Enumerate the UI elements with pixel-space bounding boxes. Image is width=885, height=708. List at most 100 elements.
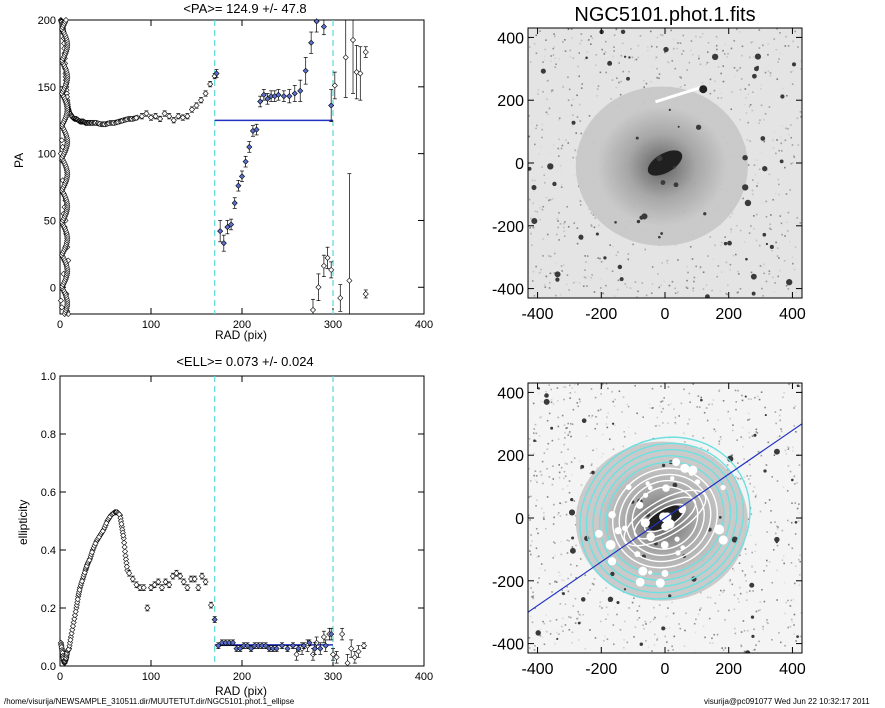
noise-pixel bbox=[655, 424, 658, 427]
noise-pixel bbox=[761, 588, 763, 591]
noise-pixel bbox=[584, 269, 586, 271]
noise-pixel bbox=[655, 46, 658, 48]
noise-pixel bbox=[579, 200, 582, 202]
noise-pixel bbox=[539, 30, 541, 32]
noise-pixel bbox=[764, 113, 767, 115]
noise-pixel bbox=[682, 50, 685, 52]
x-tick-label: 400 bbox=[779, 661, 806, 678]
noise-pixel bbox=[745, 553, 747, 555]
noise-pixel bbox=[578, 103, 581, 106]
noise-pixel bbox=[597, 257, 599, 259]
noise-pixel bbox=[565, 31, 567, 34]
noise-pixel bbox=[657, 272, 659, 275]
noise-pixel bbox=[594, 637, 597, 639]
noise-pixel bbox=[650, 45, 653, 48]
noise-pixel bbox=[533, 452, 535, 455]
noise-pixel bbox=[636, 412, 638, 415]
noise-pixel bbox=[774, 282, 776, 284]
noise-pixel bbox=[551, 591, 553, 593]
noise-pixel bbox=[756, 185, 758, 187]
noise-pixel bbox=[555, 618, 558, 621]
noise-pixel bbox=[789, 605, 792, 607]
star bbox=[796, 635, 799, 638]
noise-pixel bbox=[627, 258, 630, 261]
noise-pixel bbox=[636, 610, 639, 612]
noise-pixel bbox=[758, 398, 761, 401]
noise-pixel bbox=[576, 402, 579, 404]
noise-pixel bbox=[706, 61, 709, 64]
mask-blob bbox=[622, 525, 628, 532]
noise-pixel bbox=[590, 43, 592, 45]
noise-pixel bbox=[571, 387, 574, 389]
noise-pixel bbox=[797, 276, 799, 278]
x-tick-label: 0 bbox=[661, 306, 670, 323]
noise-pixel bbox=[699, 609, 701, 611]
noise-pixel bbox=[725, 261, 728, 264]
selected-data-point bbox=[242, 158, 249, 165]
star bbox=[547, 163, 554, 170]
noise-pixel bbox=[542, 61, 544, 63]
noise-pixel bbox=[737, 389, 739, 392]
selected-data-point bbox=[317, 645, 324, 652]
noise-pixel bbox=[746, 475, 748, 477]
noise-pixel bbox=[550, 55, 553, 57]
noise-pixel bbox=[782, 396, 784, 399]
noise-pixel bbox=[757, 609, 760, 612]
noise-pixel bbox=[764, 71, 767, 74]
star bbox=[543, 398, 550, 405]
noise-pixel bbox=[793, 425, 796, 427]
noise-pixel bbox=[722, 49, 724, 52]
noise-pixel bbox=[745, 96, 747, 99]
selected-data-point bbox=[328, 102, 335, 109]
noise-pixel bbox=[577, 140, 580, 142]
noise-pixel bbox=[652, 407, 654, 409]
noise-pixel bbox=[547, 113, 549, 116]
y-tick-label: 0 bbox=[515, 156, 524, 173]
selected-data-point bbox=[328, 631, 335, 638]
noise-pixel bbox=[530, 244, 533, 246]
noise-pixel bbox=[741, 45, 744, 48]
noise-pixel bbox=[602, 452, 604, 455]
noise-pixel bbox=[599, 287, 602, 289]
noise-pixel bbox=[553, 35, 556, 38]
x-tick-label: -200 bbox=[585, 661, 617, 678]
noise-pixel bbox=[692, 290, 695, 292]
noise-pixel bbox=[568, 88, 571, 91]
noise-pixel bbox=[730, 108, 733, 111]
noise-pixel bbox=[702, 271, 705, 274]
noise-pixel bbox=[607, 613, 609, 616]
noise-pixel bbox=[558, 571, 560, 574]
selected-data-point bbox=[273, 645, 280, 652]
noise-pixel bbox=[624, 283, 627, 285]
mask-blob bbox=[635, 577, 645, 587]
mask-blob bbox=[655, 578, 665, 588]
outer-data-point bbox=[360, 642, 367, 649]
noise-pixel bbox=[700, 396, 702, 399]
data-point bbox=[147, 114, 155, 121]
noise-pixel bbox=[627, 253, 630, 255]
noise-pixel bbox=[628, 607, 630, 609]
side-data-point bbox=[58, 304, 65, 311]
noise-pixel bbox=[784, 644, 786, 647]
noise-pixel bbox=[643, 627, 645, 630]
star bbox=[742, 154, 748, 161]
noise-pixel bbox=[555, 294, 557, 297]
star bbox=[607, 60, 613, 66]
noise-pixel bbox=[593, 578, 596, 580]
noise-pixel bbox=[533, 474, 535, 477]
noise-pixel bbox=[604, 40, 607, 43]
selected-data-point bbox=[244, 642, 251, 649]
noise-pixel bbox=[554, 57, 556, 59]
data-point bbox=[184, 584, 191, 591]
noise-pixel bbox=[689, 49, 692, 52]
noise-pixel bbox=[708, 403, 710, 406]
image-title: NGC5101.phot.1.fits bbox=[574, 4, 756, 26]
noise-pixel bbox=[790, 162, 792, 165]
data-point bbox=[166, 113, 173, 120]
noise-pixel bbox=[679, 627, 682, 630]
noise-pixel bbox=[759, 609, 761, 611]
noise-pixel bbox=[735, 401, 738, 403]
noise-pixel bbox=[732, 567, 734, 570]
noise-pixel bbox=[543, 174, 546, 177]
noise-pixel bbox=[701, 32, 704, 35]
